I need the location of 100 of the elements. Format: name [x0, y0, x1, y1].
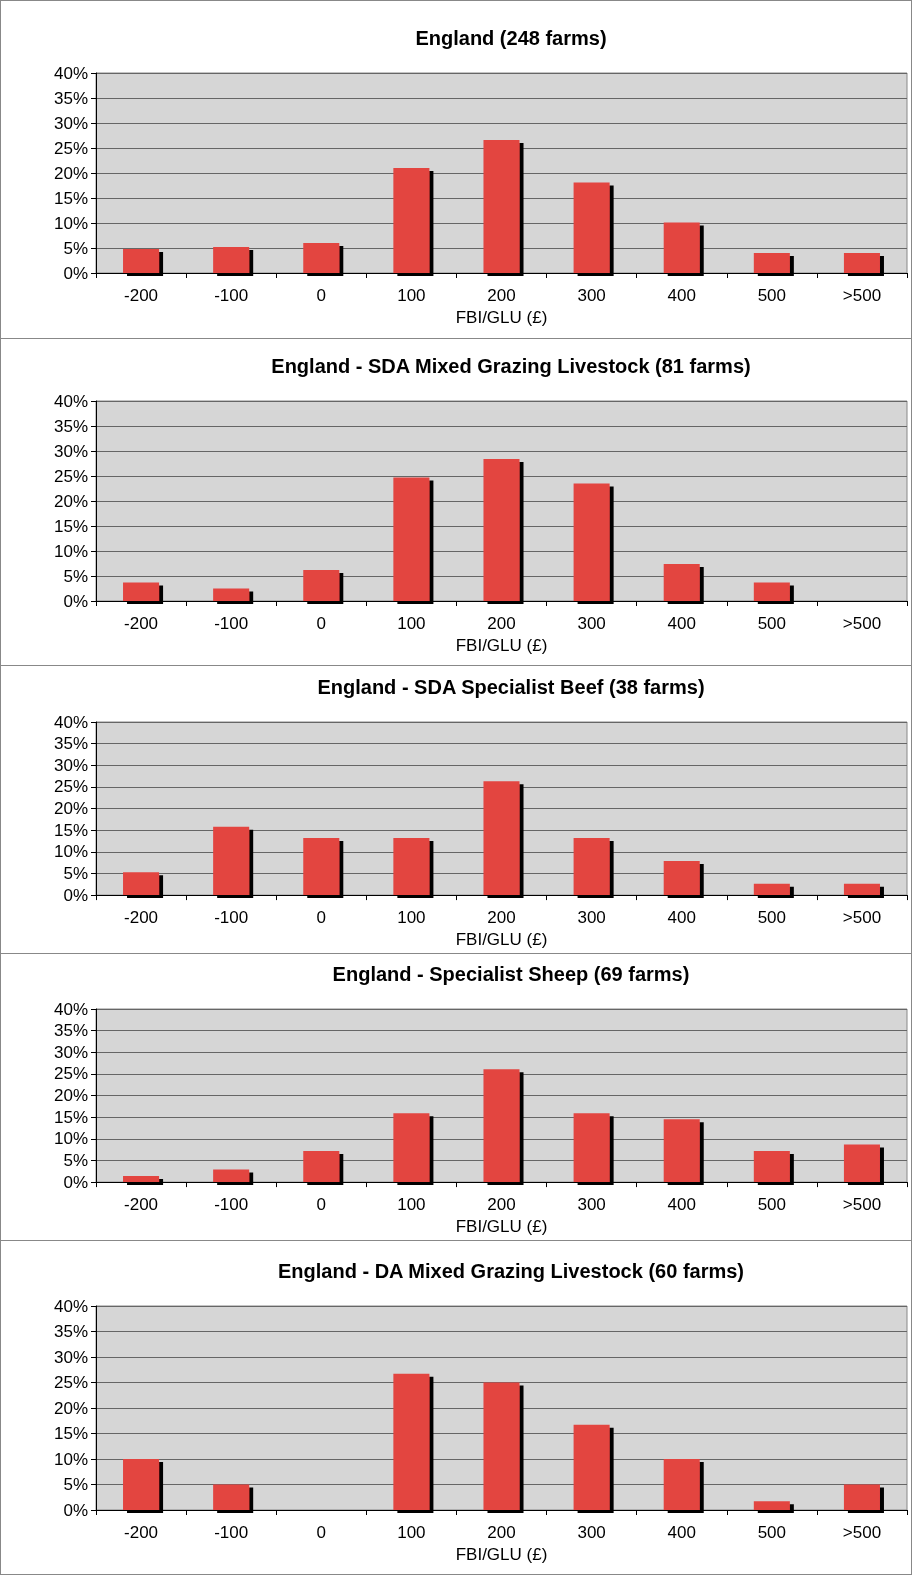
x-tick-label: 0 [316, 1195, 327, 1215]
y-tick-label: 20% [53, 1398, 88, 1418]
x-tick-label: -200 [124, 286, 159, 305]
y-tick-label: 10% [53, 1449, 88, 1469]
bar [843, 883, 880, 896]
x-tick-label: 400 [667, 1523, 696, 1542]
y-tick-label: 35% [53, 1021, 88, 1041]
bar [753, 883, 790, 896]
x-tick-label: 200 [487, 286, 516, 305]
chart-title: England - SDA Specialist Beef (38 farms) [317, 676, 705, 698]
bar [483, 140, 520, 273]
x-tick-label: -200 [124, 908, 159, 928]
bar [393, 168, 430, 273]
x-tick-label: >500 [842, 286, 882, 305]
bar [123, 249, 160, 273]
x-tick-label: 200 [487, 1523, 516, 1542]
x-tick-label: 100 [397, 1195, 426, 1215]
x-tick-label: 0 [316, 1523, 327, 1542]
y-tick-label: 40% [53, 712, 88, 732]
x-tick-label: 300 [577, 614, 606, 633]
x-tick-label: 500 [757, 1523, 787, 1542]
x-tick-label: >500 [842, 614, 882, 633]
x-tick-label: 300 [577, 1523, 606, 1542]
bar [483, 459, 520, 601]
x-tick-label: 0 [316, 908, 327, 928]
bar [123, 872, 160, 896]
bar [663, 222, 700, 273]
x-tick-label: >500 [842, 908, 882, 928]
x-tick-label: -100 [214, 286, 249, 305]
bar [213, 1169, 250, 1183]
x-tick-label: 400 [667, 614, 696, 633]
x-tick-label: 500 [757, 908, 787, 928]
bar [573, 1424, 610, 1510]
x-tick-label: 400 [667, 286, 696, 305]
y-tick-label: 5% [63, 863, 88, 883]
bar [123, 582, 160, 601]
bar [393, 1373, 430, 1510]
x-tick-label: -100 [214, 1195, 249, 1215]
bar [753, 1501, 790, 1510]
y-tick-label: 20% [53, 163, 88, 183]
y-tick-label: 15% [53, 188, 88, 208]
y-tick-label: 15% [53, 1107, 88, 1127]
y-tick-label: 5% [63, 238, 88, 258]
x-tick-label: 500 [757, 1195, 787, 1215]
bar [573, 483, 610, 601]
bar [663, 860, 700, 896]
bar [573, 182, 610, 273]
y-tick-label: 40% [53, 1296, 88, 1316]
y-tick-label: 0% [63, 1500, 88, 1520]
y-tick-label: 35% [53, 734, 88, 754]
y-tick-label: 0% [63, 1172, 88, 1192]
x-tick-label: 400 [667, 1195, 696, 1215]
y-tick-label: 25% [53, 138, 88, 158]
x-tick-label: -200 [124, 1195, 159, 1215]
x-tick-label: -100 [214, 614, 249, 633]
bar [303, 1150, 340, 1183]
y-tick-label: 25% [53, 777, 88, 797]
bar [393, 837, 430, 896]
bar [483, 1382, 520, 1510]
y-tick-label: 25% [53, 1373, 88, 1392]
y-tick-label: 10% [53, 1129, 88, 1149]
x-axis-title: FBI/GLU (£) [455, 1544, 548, 1564]
bar [753, 253, 790, 273]
y-tick-label: 40% [53, 63, 88, 83]
x-tick-label: 100 [397, 908, 426, 928]
bar [213, 826, 250, 896]
x-tick-label: 400 [667, 908, 696, 928]
y-tick-label: 35% [53, 88, 88, 108]
x-tick-label: -100 [214, 908, 249, 928]
x-axis-title: FBI/GLU (£) [455, 307, 548, 327]
x-tick-label: 100 [397, 1523, 426, 1542]
bar [753, 582, 790, 601]
x-tick-label: 0 [316, 614, 327, 633]
bar [663, 564, 700, 601]
x-tick-label: >500 [842, 1523, 882, 1542]
y-tick-label: 5% [63, 1150, 88, 1170]
x-tick-label: 300 [577, 908, 606, 928]
bar [303, 837, 340, 896]
chart-title: England - Specialist Sheep (69 farms) [332, 963, 690, 985]
x-tick-label: 200 [487, 908, 516, 928]
bar [303, 243, 340, 273]
y-tick-label: 30% [53, 755, 88, 775]
bar [123, 1176, 160, 1183]
x-axis-title: FBI/GLU (£) [455, 1217, 548, 1236]
x-tick-label: -200 [124, 614, 159, 633]
x-tick-label: 100 [397, 286, 426, 305]
y-tick-label: 25% [53, 1064, 88, 1084]
y-tick-label: 10% [53, 842, 88, 862]
x-tick-label: 200 [487, 614, 516, 633]
y-tick-label: 5% [63, 566, 88, 586]
x-tick-label: 300 [577, 1195, 606, 1215]
x-tick-label: 0 [316, 286, 327, 305]
bar [213, 1484, 250, 1510]
x-tick-label: 500 [757, 614, 787, 633]
bar [753, 1150, 790, 1183]
x-tick-label: 200 [487, 1195, 516, 1215]
y-tick-label: 20% [53, 491, 88, 511]
bar [843, 1144, 880, 1183]
y-tick-label: 10% [53, 541, 88, 561]
y-tick-label: 30% [53, 441, 88, 461]
